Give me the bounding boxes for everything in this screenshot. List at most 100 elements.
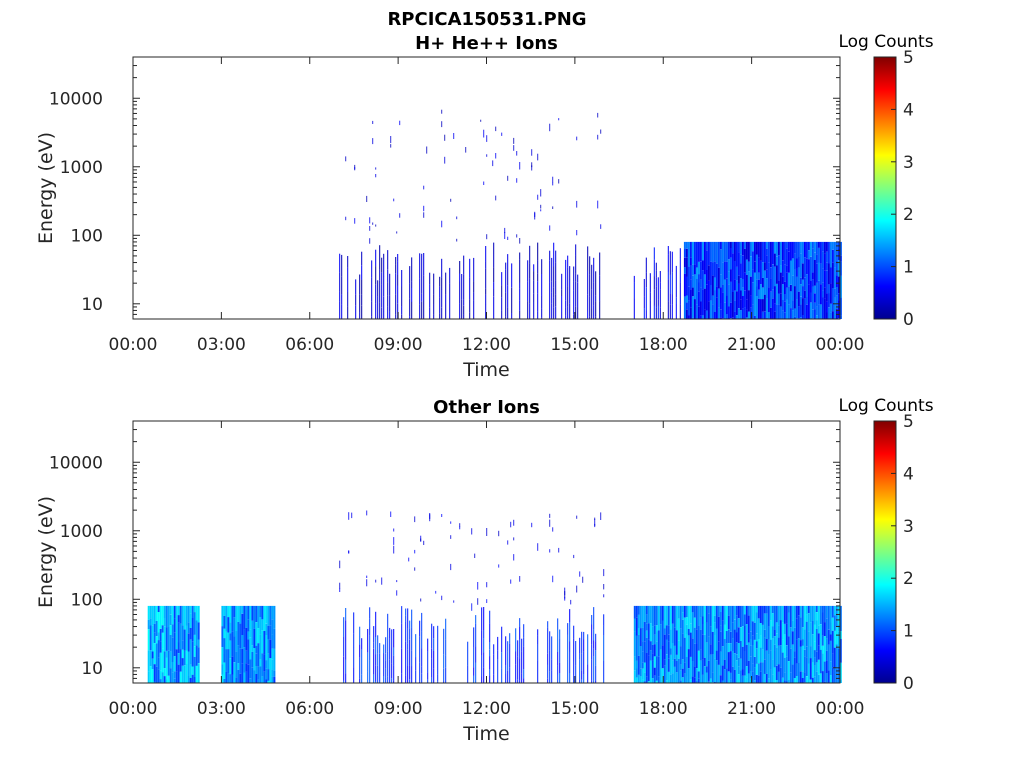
data-cell-1 — [397, 303, 399, 315]
data-cell-4 — [799, 253, 802, 278]
data-cell-3 — [537, 660, 539, 683]
data-cell-5 — [801, 645, 804, 672]
data-cell-4 — [751, 304, 754, 319]
data-cell-4 — [713, 312, 716, 319]
data-cell-5 — [729, 643, 732, 651]
data-cell-1 — [533, 302, 535, 318]
data-cell-4 — [833, 297, 836, 319]
data-cell-4 — [699, 301, 702, 316]
data-cell-3 — [579, 679, 581, 683]
data-cell-5 — [725, 668, 728, 683]
data-cell-2 — [239, 673, 242, 683]
data-cell-1 — [473, 257, 475, 282]
data-cell-4 — [741, 241, 744, 256]
scatter-mark-2 — [483, 181, 485, 185]
data-cell-4 — [789, 241, 792, 261]
data-cell-5 — [663, 634, 666, 660]
data-cell-2 — [249, 678, 252, 683]
data-cell-5 — [715, 650, 718, 661]
data-cell-1 — [359, 274, 361, 295]
data-cell-1 — [529, 245, 531, 264]
data-cell-3 — [551, 636, 553, 660]
data-cell-1 — [591, 289, 593, 309]
data-cell-1 — [169, 605, 172, 615]
data-cell-2 — [237, 605, 240, 622]
data-cell-5 — [655, 631, 658, 642]
data-cell-2 — [253, 628, 256, 648]
data-cell-1 — [595, 301, 597, 317]
data-cell-1 — [577, 274, 579, 283]
data-cell-5 — [811, 677, 814, 683]
data-cell-4 — [761, 287, 764, 300]
data-cell-1 — [383, 311, 385, 319]
data-cell-1 — [147, 629, 150, 651]
data-cell-3 — [481, 655, 483, 677]
data-cell-1 — [561, 312, 563, 319]
data-cell-5 — [747, 642, 750, 661]
data-cell-4 — [775, 241, 778, 257]
data-cell-3 — [497, 650, 499, 660]
scatter-mark-4 — [498, 530, 500, 537]
data-cell-5 — [823, 636, 826, 662]
scatter-mark-4 — [435, 590, 437, 594]
data-cell-2 — [269, 658, 272, 683]
data-cell-1 — [529, 303, 531, 319]
data-cell-1 — [387, 282, 389, 296]
data-cell-3 — [473, 667, 475, 676]
data-cell-4 — [699, 315, 702, 319]
data-cell-4 — [725, 295, 728, 315]
scatter-mark-2 — [486, 154, 488, 157]
colorbar-tick-label: 4 — [903, 100, 914, 120]
data-cell-2 — [229, 605, 232, 622]
data-cell-3 — [483, 667, 485, 683]
data-cell-4 — [829, 267, 832, 283]
data-cell-3 — [675, 304, 677, 319]
data-cell-4 — [697, 241, 700, 262]
data-cell-2 — [251, 620, 254, 646]
data-cell-3 — [509, 633, 511, 644]
data-cell-3 — [515, 628, 517, 652]
data-cell-1 — [441, 277, 443, 290]
data-cell-5 — [645, 614, 648, 624]
data-cell-2 — [245, 650, 248, 664]
data-cell-1 — [445, 272, 447, 295]
data-cell-4 — [685, 302, 688, 310]
data-cell-5 — [665, 625, 668, 640]
data-cell-4 — [835, 241, 838, 261]
data-cell-5 — [735, 605, 738, 616]
data-cell-5 — [701, 624, 704, 635]
data-cell-5 — [675, 672, 678, 683]
data-cell-1 — [151, 669, 154, 683]
data-cell-5 — [695, 629, 698, 644]
data-cell-3 — [411, 650, 413, 667]
data-cell-3 — [389, 659, 391, 683]
data-cell-1 — [593, 282, 595, 306]
data-cell-4 — [691, 275, 694, 288]
data-cell-4 — [773, 286, 776, 304]
data-cell-5 — [757, 618, 760, 640]
data-cell-5 — [731, 605, 734, 622]
data-cell-4 — [745, 309, 748, 318]
data-cell-4 — [755, 254, 758, 280]
data-cell-5 — [817, 605, 820, 626]
data-cell-4 — [785, 272, 788, 288]
data-cell-1 — [501, 272, 503, 286]
data-cell-1 — [193, 646, 196, 657]
data-cell-3 — [345, 620, 347, 641]
data-cell-4 — [693, 274, 696, 300]
data-cell-5 — [665, 680, 668, 683]
data-cell-4 — [699, 279, 702, 288]
scatter-mark-4 — [576, 515, 578, 519]
data-cell-2 — [271, 648, 274, 660]
data-cell-4 — [839, 315, 842, 319]
data-cell-5 — [653, 625, 656, 635]
data-cell-1 — [149, 618, 152, 626]
data-cell-4 — [773, 266, 776, 287]
data-cell-3 — [517, 640, 519, 657]
data-cell-1 — [151, 658, 154, 670]
data-cell-3 — [547, 653, 549, 665]
data-cell-1 — [485, 268, 487, 289]
data-cell-4 — [795, 299, 798, 319]
data-cell-4 — [781, 276, 784, 285]
data-cell-1 — [193, 634, 196, 647]
